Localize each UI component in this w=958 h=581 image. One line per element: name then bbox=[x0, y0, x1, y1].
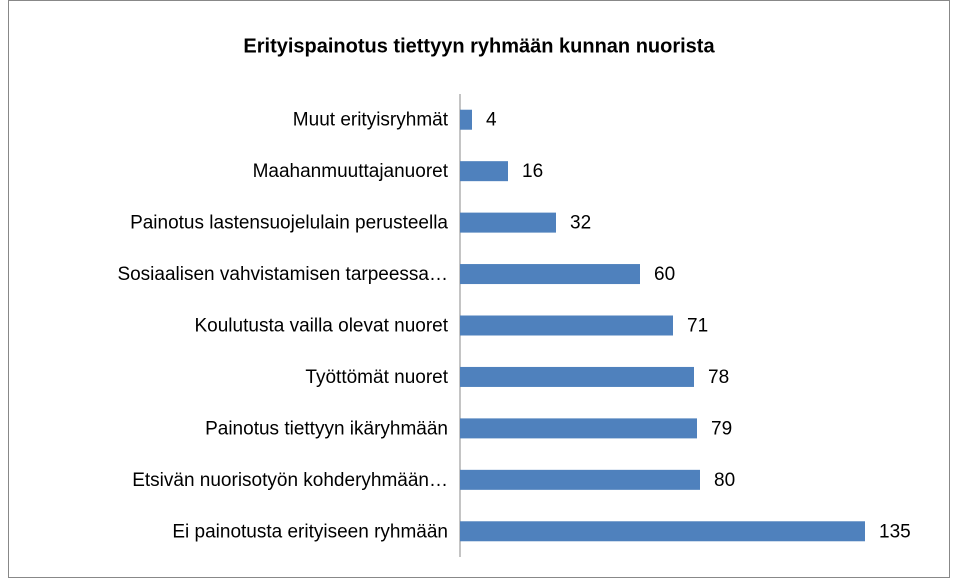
bar bbox=[460, 212, 556, 233]
data-label: 4 bbox=[486, 110, 497, 131]
y-tick-label: Koulutusta vailla olevat nuoret bbox=[195, 316, 449, 337]
bar bbox=[460, 418, 697, 439]
y-tick-label: Ei painotusta erityiseen ryhmään bbox=[172, 521, 448, 542]
data-label: 60 bbox=[654, 264, 675, 285]
y-tick-label: Painotus lastensuojelulain perusteella bbox=[130, 213, 448, 234]
chart-title: Erityispainotus tiettyyn ryhmään kunnan … bbox=[243, 35, 715, 57]
data-label: 71 bbox=[687, 316, 708, 337]
data-label: 80 bbox=[714, 470, 735, 491]
bar bbox=[460, 315, 673, 336]
y-tick-label: Työttömät nuoret bbox=[305, 367, 448, 388]
data-label: 135 bbox=[879, 521, 911, 542]
y-tick-label: Muut erityisryhmät bbox=[293, 110, 449, 131]
chart-border bbox=[8, 0, 950, 578]
bar bbox=[460, 161, 508, 182]
y-tick-label: Etsivän nuorisotyön kohderyhmään… bbox=[132, 470, 448, 491]
bar bbox=[460, 109, 472, 130]
data-label: 79 bbox=[711, 418, 732, 439]
data-label: 78 bbox=[708, 367, 729, 388]
data-label: 32 bbox=[570, 213, 591, 234]
y-tick-label: Painotus tiettyyn ikäryhmään bbox=[205, 418, 448, 439]
y-tick-label: Sosiaalisen vahvistamisen tarpeessa… bbox=[117, 264, 448, 285]
data-label: 16 bbox=[522, 161, 543, 182]
y-tick-label: Maahanmuuttajanuoret bbox=[253, 161, 449, 182]
bar bbox=[460, 264, 640, 285]
bar bbox=[460, 366, 694, 387]
bar bbox=[460, 469, 700, 490]
bar bbox=[460, 521, 865, 542]
